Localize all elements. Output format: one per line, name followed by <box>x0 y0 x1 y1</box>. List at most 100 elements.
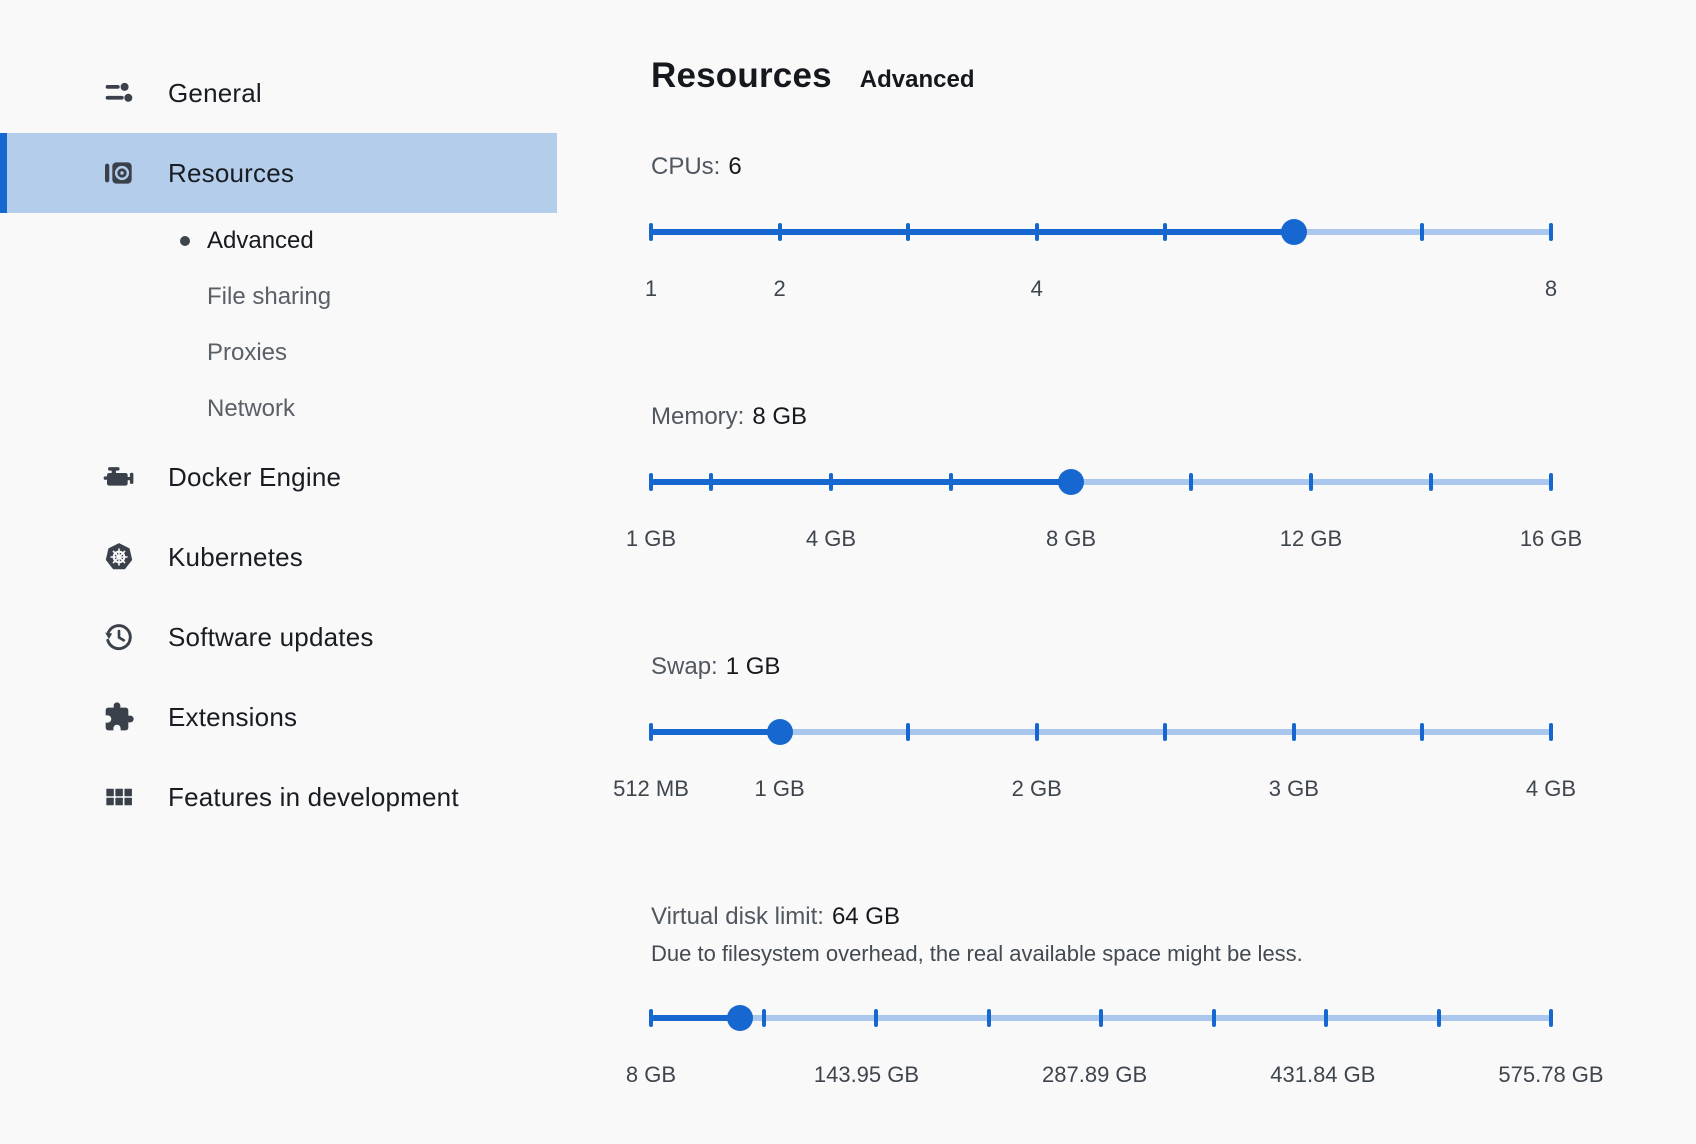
sidebar-item-label: Resources <box>168 157 295 188</box>
sidebar-item-docker-engine[interactable]: Docker Engine <box>0 437 557 517</box>
slider-tick-label: 8 GB <box>1045 526 1097 551</box>
cpus-slider <box>649 219 1553 245</box>
memory-slider-thumb[interactable] <box>1058 469 1085 495</box>
slider-tick-label: 4 GB <box>1525 776 1577 801</box>
slider-tick-label: 1 GB <box>754 776 805 801</box>
slider-value: 64 GB <box>831 903 900 930</box>
resources-advanced-panel: Resources Advanced CPUs: 6 1 2 4 8 Memory: 8 … <box>557 0 1604 1144</box>
sidebar-item-general[interactable]: General <box>0 53 557 133</box>
slider-tick-label: 12 GB <box>1279 526 1343 551</box>
slider-label: Memory: <box>651 403 745 430</box>
slider-tick-label: 431.84 GB <box>1270 1062 1376 1087</box>
slider-section-memory: Memory: 8 GB 1 GB 4 GB 8 GB 12 GB 16 GB <box>626 402 1582 554</box>
slider-track[interactable] <box>651 229 1551 235</box>
sidebar-item-software-updates[interactable]: Software updates <box>0 597 557 677</box>
slider-tick-label: 2 GB <box>1011 776 1062 801</box>
cpus-slider-thumb[interactable] <box>1280 219 1307 245</box>
slider-tick <box>1308 473 1313 491</box>
slider-tick <box>1099 1009 1103 1027</box>
sidebar-item-label: Extensions <box>168 701 298 732</box>
slider-tick-label: 4 <box>1030 276 1043 301</box>
slider-section-cpus: CPUs: 6 1 2 4 8 <box>645 152 1557 304</box>
sidebar-item-kubernetes[interactable]: Kubernetes <box>0 517 557 597</box>
slider-section-swap: Swap: 1 GB 512 MB 1 GB 2 GB 3 GB 4 GB <box>613 652 1576 804</box>
slider-label-row: Virtual disk limit: 64 GB <box>651 902 1551 932</box>
slider-tick <box>906 223 911 241</box>
virtual-disk-limit-slider-thumb[interactable] <box>726 1005 753 1031</box>
slider-tick-label: 575.78 GB <box>1498 1062 1604 1087</box>
resources-icon <box>103 157 135 189</box>
slider-tick <box>1420 223 1425 241</box>
slider-tick <box>1549 1009 1553 1027</box>
slider-tick-label: 1 <box>644 276 658 301</box>
swap-slider <box>649 719 1553 745</box>
slider-label-row: Memory: 8 GB <box>651 402 1551 432</box>
slider-tick <box>829 473 833 491</box>
slider-tick-label: 287.89 GB <box>1042 1062 1148 1087</box>
slider-tick <box>1549 223 1553 241</box>
slider-tick <box>1034 223 1039 241</box>
slider-tick <box>986 1009 991 1027</box>
settings-sidebar: General Resources Advanced File sharing <box>0 0 557 1144</box>
slider-tick-label: 4 GB <box>805 526 857 551</box>
sidebar-subitem-label: Proxies <box>207 339 288 366</box>
sidebar-item-extensions[interactable]: Extensions <box>0 677 557 757</box>
slider-tick <box>948 473 953 491</box>
slider-tick-labels: 1 2 4 8 <box>645 276 1557 304</box>
sidebar-subitem-label: Network <box>207 395 296 422</box>
sidebar-subitem-label: File sharing <box>207 283 332 310</box>
slider-label: CPUs: <box>651 153 721 180</box>
slider-track[interactable] <box>651 479 1551 485</box>
slider-tick-label: 1 GB <box>625 526 677 551</box>
engine-icon <box>103 461 135 493</box>
slider-tick <box>761 1009 766 1027</box>
sidebar-subitem-proxies[interactable]: Proxies <box>0 325 557 381</box>
slider-tick-labels: 8 GB 143.95 GB 287.89 GB 431.84 GB 575.78 GB <box>626 1062 1604 1090</box>
slider-tick-label: 8 <box>1544 276 1558 301</box>
sidebar-item-label: Features in development <box>168 781 459 812</box>
slider-tick-label: 143.95 GB <box>813 1062 920 1087</box>
slider-label: Swap: <box>651 653 718 680</box>
slider-tick <box>1163 723 1168 741</box>
page-title: Resources <box>651 56 832 95</box>
slider-value: 6 <box>728 153 742 180</box>
slider-tick-label: 512 MB <box>613 776 689 801</box>
sidebar-subitem-file-sharing[interactable]: File sharing <box>0 269 557 325</box>
page-header: Resources Advanced <box>651 56 1551 96</box>
slider-tick <box>874 1009 878 1027</box>
slider-track[interactable] <box>651 729 1551 735</box>
slider-tick <box>649 723 653 741</box>
sidebar-subitem-label: Advanced <box>207 227 314 254</box>
slider-tick <box>1324 1009 1328 1027</box>
sidebar-item-features-in-development[interactable]: Features in development <box>0 757 557 837</box>
slider-tick <box>1163 223 1168 241</box>
slider-tick <box>649 1009 653 1027</box>
sidebar-item-label: Software updates <box>168 621 374 652</box>
slider-tick <box>1549 473 1553 491</box>
slider-tick <box>1291 723 1296 741</box>
slider-tick-label: 3 GB <box>1268 776 1319 801</box>
virtual-disk-limit-slider <box>649 1005 1553 1031</box>
slider-tick-label: 16 GB <box>1519 526 1583 551</box>
slider-tick <box>649 223 653 241</box>
slider-label-row: Swap: 1 GB <box>651 652 1551 682</box>
slider-tick <box>1189 473 1193 491</box>
slider-description: Due to filesystem overhead, the real ava… <box>651 941 1303 966</box>
slider-tick <box>777 223 782 241</box>
slider-tick <box>1429 473 1434 491</box>
page-subtitle: Advanced <box>859 66 975 93</box>
slider-value: 8 GB <box>752 403 808 430</box>
puzzle-icon <box>103 701 135 733</box>
swap-slider-thumb[interactable] <box>766 719 793 745</box>
sidebar-item-label: General <box>168 77 262 108</box>
sidebar-item-resources[interactable]: Resources <box>0 133 557 213</box>
sidebar-item-label: Docker Engine <box>168 461 342 492</box>
grid-icon <box>103 781 135 813</box>
slider-label-row: CPUs: 6 <box>651 152 1551 182</box>
slider-value: 1 GB <box>725 653 781 680</box>
slider-sections: CPUs: 6 1 2 4 8 Memory: 8 GB 1 GB 4 GB 8 GB 12 G… <box>613 152 1604 1090</box>
sidebar-subitem-advanced[interactable]: Advanced <box>0 213 557 269</box>
slider-tick <box>1034 723 1039 741</box>
sidebar-subitem-network[interactable]: Network <box>0 381 557 437</box>
